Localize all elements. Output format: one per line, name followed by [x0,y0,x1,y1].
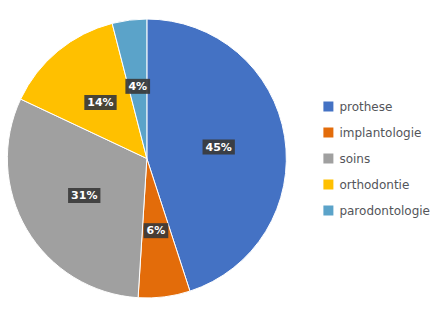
svg-text:4%: 4% [128,80,147,93]
svg-text:orthodontie: orthodontie [339,178,409,192]
svg-text:implantologie: implantologie [339,126,421,140]
svg-text:31%: 31% [71,189,97,202]
svg-text:soins: soins [339,152,370,166]
svg-text:prothese: prothese [339,100,392,114]
svg-text:6%: 6% [147,224,166,237]
svg-text:14%: 14% [87,96,113,109]
svg-text:45%: 45% [206,141,232,154]
svg-text:parodontologie: parodontologie [339,204,430,218]
